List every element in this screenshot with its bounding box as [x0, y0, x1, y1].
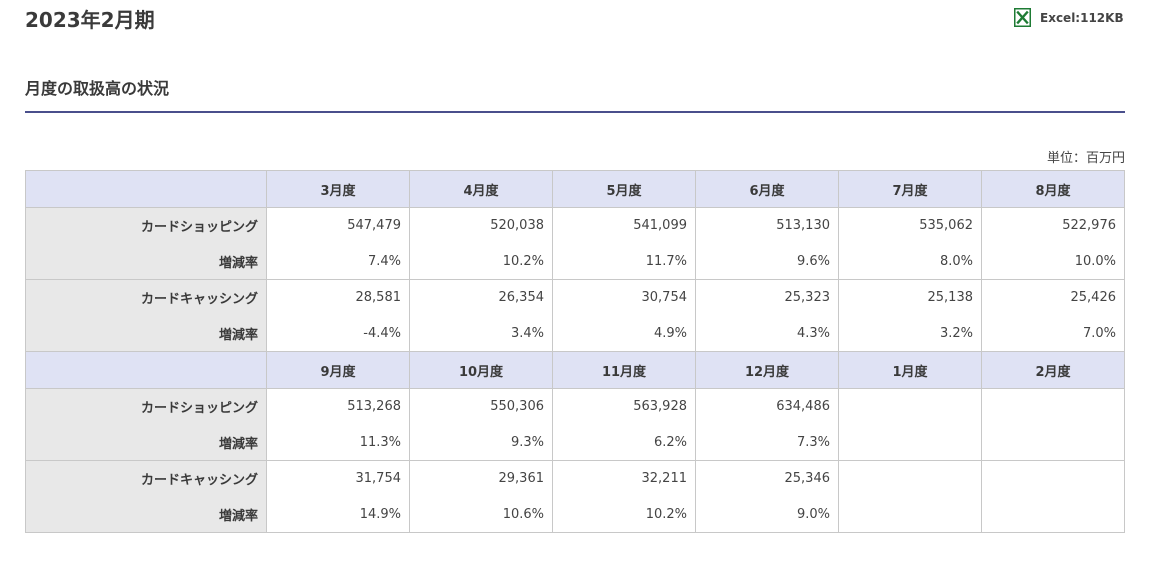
month-header: 12月度	[695, 351, 839, 389]
month-header: 4月度	[409, 170, 553, 208]
corner-cell	[25, 170, 267, 208]
month-header: 7月度	[838, 170, 982, 208]
month-header: 2月度	[981, 351, 1125, 389]
month-header: 9月度	[266, 351, 410, 389]
growth-rate-label: 増減率	[25, 424, 267, 461]
amount-cell: 547,479	[266, 207, 410, 243]
amount-cell: 30,754	[552, 279, 696, 315]
amount-cell: 32,211	[552, 460, 696, 496]
row-label: カードキャッシング	[25, 460, 267, 496]
amount-cell: 31,754	[266, 460, 410, 496]
growth-rate-cell: 6.2%	[552, 424, 696, 461]
growth-rate-cell: 3.2%	[838, 315, 982, 352]
amount-cell: 25,346	[695, 460, 839, 496]
table-row: 増減率 -4.4% 3.4% 4.9% 4.3% 3.2% 7.0%	[25, 315, 1125, 352]
row-label: カードショッピング	[25, 207, 267, 243]
growth-rate-cell: 7.0%	[981, 315, 1125, 352]
table-row: 増減率 11.3% 9.3% 6.2% 7.3%	[25, 424, 1125, 461]
table-row: カードキャッシング 31,754 29,361 32,211 25,346	[25, 460, 1125, 496]
amount-cell: 25,323	[695, 279, 839, 315]
growth-rate-cell	[838, 424, 982, 461]
row-label: カードショッピング	[25, 388, 267, 424]
month-header: 5月度	[552, 170, 696, 208]
growth-rate-cell: 14.9%	[266, 496, 410, 533]
month-header-row: 3月度 4月度 5月度 6月度 7月度 8月度	[25, 170, 1125, 208]
excel-file-icon	[1014, 8, 1031, 27]
month-header-row: 9月度 10月度 11月度 12月度 1月度 2月度	[25, 351, 1125, 389]
growth-rate-cell	[981, 424, 1125, 461]
amount-cell	[838, 388, 982, 424]
growth-rate-cell	[838, 496, 982, 533]
unit-label: 単位：百万円	[1046, 151, 1125, 166]
amount-cell: 522,976	[981, 207, 1125, 243]
growth-rate-cell: 9.0%	[695, 496, 839, 533]
month-header: 3月度	[266, 170, 410, 208]
growth-rate-cell: 9.3%	[409, 424, 553, 461]
amount-cell: 513,268	[266, 388, 410, 424]
table-row: 増減率 14.9% 10.6% 10.2% 9.0%	[25, 496, 1125, 533]
table-row: カードショッピング 547,479 520,038 541,099 513,130 535…	[25, 207, 1125, 243]
growth-rate-cell: 10.0%	[981, 243, 1125, 280]
growth-rate-cell: 4.3%	[695, 315, 839, 352]
amount-cell: 541,099	[552, 207, 696, 243]
amount-cell: 26,354	[409, 279, 553, 315]
monthly-volume-table: 3月度 4月度 5月度 6月度 7月度 8月度 カードショッピング 547,479 520,03…	[25, 170, 1125, 533]
amount-cell: 513,130	[695, 207, 839, 243]
amount-cell: 29,361	[409, 460, 553, 496]
excel-download-link[interactable]: Excel:112KB	[1014, 8, 1124, 27]
amount-cell: 25,426	[981, 279, 1125, 315]
month-header: 1月度	[838, 351, 982, 389]
growth-rate-cell: 10.6%	[409, 496, 553, 533]
section-heading: 月度の取扱高の状況	[25, 78, 1125, 113]
month-header: 11月度	[552, 351, 696, 389]
amount-cell: 28,581	[266, 279, 410, 315]
growth-rate-cell: 7.3%	[695, 424, 839, 461]
growth-rate-cell	[981, 496, 1125, 533]
row-label: カードキャッシング	[25, 279, 267, 315]
growth-rate-cell: -4.4%	[266, 315, 410, 352]
growth-rate-cell: 11.7%	[552, 243, 696, 280]
month-header: 8月度	[981, 170, 1125, 208]
page-title: 2023年2月期	[25, 8, 155, 32]
growth-rate-cell: 4.9%	[552, 315, 696, 352]
amount-cell: 25,138	[838, 279, 982, 315]
amount-cell: 563,928	[552, 388, 696, 424]
amount-cell: 634,486	[695, 388, 839, 424]
amount-cell	[981, 388, 1125, 424]
amount-cell: 520,038	[409, 207, 553, 243]
corner-cell	[25, 351, 267, 389]
table-row: カードショッピング 513,268 550,306 563,928 634,486	[25, 388, 1125, 424]
growth-rate-label: 増減率	[25, 315, 267, 352]
month-header: 6月度	[695, 170, 839, 208]
growth-rate-cell: 8.0%	[838, 243, 982, 280]
amount-cell: 535,062	[838, 207, 982, 243]
growth-rate-cell: 10.2%	[552, 496, 696, 533]
excel-file-label: Excel:112KB	[1040, 10, 1124, 25]
growth-rate-label: 増減率	[25, 496, 267, 533]
amount-cell: 550,306	[409, 388, 553, 424]
amount-cell	[838, 460, 982, 496]
growth-rate-cell: 3.4%	[409, 315, 553, 352]
table-row: カードキャッシング 28,581 26,354 30,754 25,323 25,138 2…	[25, 279, 1125, 315]
growth-rate-cell: 11.3%	[266, 424, 410, 461]
table-row: 増減率 7.4% 10.2% 11.7% 9.6% 8.0% 10.0%	[25, 243, 1125, 280]
growth-rate-label: 増減率	[25, 243, 267, 280]
growth-rate-cell: 9.6%	[695, 243, 839, 280]
growth-rate-cell: 7.4%	[266, 243, 410, 280]
amount-cell	[981, 460, 1125, 496]
month-header: 10月度	[409, 351, 553, 389]
growth-rate-cell: 10.2%	[409, 243, 553, 280]
